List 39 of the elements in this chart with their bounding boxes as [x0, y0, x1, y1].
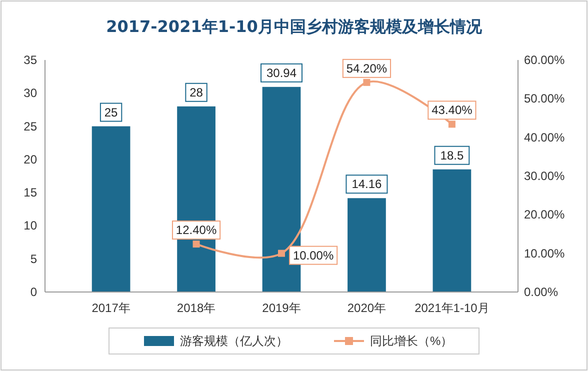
- point: [278, 250, 285, 257]
- y2-tick-label: 50.00%: [524, 92, 566, 106]
- data-label: 10.00%: [292, 248, 334, 262]
- y-tick-label: 35: [24, 53, 38, 67]
- legend-label: 同比增长（%）: [370, 334, 453, 348]
- point: [192, 240, 200, 248]
- bar: [92, 126, 130, 292]
- data-label: 43.40%: [432, 103, 473, 118]
- x-tick-label: 2020年: [347, 301, 386, 315]
- data-label: 14.16: [352, 177, 382, 192]
- data-label: 30.94: [266, 66, 297, 80]
- y-tick-label: 10: [24, 218, 38, 233]
- x-tick-label: 2018年: [176, 301, 216, 315]
- data-label: 54.20%: [346, 61, 388, 76]
- y2-tick-label: 40.00%: [524, 130, 566, 144]
- data-label: 28: [190, 85, 204, 100]
- legend-label: 游客规模（亿人次）: [180, 334, 288, 348]
- y2-tick-label: 0.00%: [524, 285, 558, 299]
- y-tick-label: 20: [24, 152, 38, 166]
- y2-tick-label: 30.00%: [524, 169, 566, 183]
- point: [363, 78, 370, 86]
- point: [448, 120, 456, 128]
- bar: [432, 169, 472, 292]
- bar: [348, 198, 386, 292]
- x-tick-label: 2017年: [92, 301, 130, 315]
- x-tick-label: 2021年1-10月: [414, 301, 490, 315]
- data-label: 18.5: [440, 148, 464, 162]
- y-tick-label: 5: [30, 252, 38, 266]
- y-tick-label: 30: [24, 86, 38, 100]
- data-label: 12.40%: [176, 223, 217, 238]
- y2-tick-label: 60.00%: [524, 53, 566, 67]
- chart-title: 2017-2021年1-10月中国乡村游客规模及增长情况: [106, 17, 483, 36]
- y2-tick-label: 20.00%: [524, 208, 566, 222]
- y2-tick-label: 10.00%: [524, 246, 566, 260]
- y-tick-label: 15: [24, 186, 38, 200]
- y-tick-label: 0: [30, 285, 38, 299]
- y-tick-label: 25: [24, 119, 38, 134]
- x-tick-label: 2019年: [262, 301, 301, 315]
- data-label: 25: [104, 105, 118, 120]
